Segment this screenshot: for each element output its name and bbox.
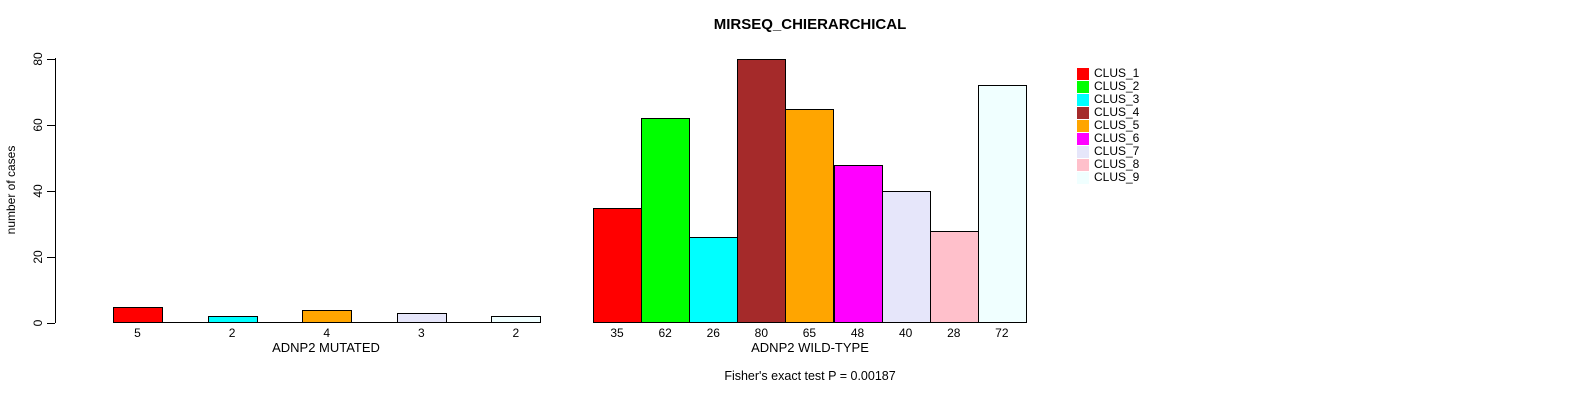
legend-swatch-icon xyxy=(1077,80,1089,93)
bar-value-label: 3 xyxy=(417,326,425,340)
legend-item-CLUS_5: CLUS_5 xyxy=(1077,119,1139,132)
bar-CLUS_9 xyxy=(977,85,1027,323)
bar-CLUS_3 xyxy=(207,316,258,323)
legend-label: CLUS_8 xyxy=(1094,157,1140,171)
bar-value-label: 72 xyxy=(995,326,1009,340)
legend-label: CLUS_2 xyxy=(1094,79,1140,93)
legend-swatch-icon xyxy=(1077,106,1089,119)
x-axis-label-mutated: ADNP2 MUTATED xyxy=(272,340,380,355)
legend-item-CLUS_8: CLUS_8 xyxy=(1077,158,1139,171)
legend-label: CLUS_4 xyxy=(1094,105,1140,119)
legend-item-CLUS_7: CLUS_7 xyxy=(1077,145,1139,158)
legend-swatch-icon xyxy=(1077,132,1089,145)
bar-CLUS_1 xyxy=(113,306,163,323)
bar-value-label: 28 xyxy=(947,326,961,340)
bar-value-label: 40 xyxy=(898,326,913,340)
bar-value-label: 65 xyxy=(802,326,817,340)
x-axis-label-wild-type: ADNP2 WILD-TYPE xyxy=(751,340,869,355)
bar-CLUS_3 xyxy=(689,237,739,323)
legend-swatch-icon xyxy=(1077,145,1089,158)
legend-item-CLUS_9: CLUS_9 xyxy=(1077,171,1139,184)
bar-CLUS_9 xyxy=(491,316,542,323)
y-axis-tick xyxy=(47,58,55,60)
legend-label: CLUS_1 xyxy=(1094,66,1140,80)
bar-value-label: 48 xyxy=(850,326,865,340)
legend-label: CLUS_7 xyxy=(1094,144,1140,158)
bar-CLUS_5 xyxy=(785,108,835,323)
bar-CLUS_2 xyxy=(641,118,691,323)
legend-item-CLUS_2: CLUS_2 xyxy=(1077,80,1139,93)
bar-CLUS_4 xyxy=(737,59,787,323)
bar-value-label: 62 xyxy=(658,326,672,340)
y-axis-tick xyxy=(47,322,55,324)
legend-label: CLUS_9 xyxy=(1094,170,1140,184)
legend-swatch-icon xyxy=(1077,67,1089,80)
legend-swatch-icon xyxy=(1077,119,1089,132)
y-axis-line xyxy=(55,58,56,323)
bar-CLUS_5 xyxy=(302,309,353,323)
bar-value-label: 2 xyxy=(512,326,520,340)
legend-swatch-icon xyxy=(1077,158,1089,171)
bar-value-label: 5 xyxy=(134,326,141,340)
bar-value-label: 2 xyxy=(228,326,236,340)
legend-label: CLUS_3 xyxy=(1094,92,1140,106)
legend-item-CLUS_6: CLUS_6 xyxy=(1077,132,1139,145)
bar-value-label: 80 xyxy=(754,326,769,340)
bar-CLUS_7 xyxy=(881,191,931,323)
bar-value-label: 4 xyxy=(323,326,331,340)
legend-item-CLUS_4: CLUS_4 xyxy=(1077,106,1139,119)
bar-CLUS_8 xyxy=(929,230,979,323)
bar-CLUS_1 xyxy=(593,207,643,323)
legend-item-CLUS_1: CLUS_1 xyxy=(1077,67,1139,80)
legend-swatch-icon xyxy=(1077,93,1089,106)
y-axis-tick xyxy=(47,124,55,126)
legend-item-CLUS_3: CLUS_3 xyxy=(1077,93,1139,106)
legend-swatch-icon xyxy=(1077,171,1089,184)
bar-value-label: 35 xyxy=(610,326,624,340)
bar-CLUS_6 xyxy=(833,164,883,323)
bar-CLUS_7 xyxy=(396,313,447,323)
chart-title: MIRSEQ_CHIERARCHICAL xyxy=(713,16,907,33)
bar-value-label: 26 xyxy=(706,326,720,340)
legend: CLUS_1 CLUS_2 CLUS_3 CLUS_4 CLUS_5 CLUS_6 CLUS… xyxy=(1077,67,1139,184)
legend-label: CLUS_5 xyxy=(1094,118,1140,132)
fisher-test-footnote: Fisher's exact test P = 0.00187 xyxy=(724,369,896,383)
y-axis-tick xyxy=(47,190,55,192)
y-axis-tick xyxy=(47,256,55,258)
legend-label: CLUS_6 xyxy=(1094,131,1140,145)
